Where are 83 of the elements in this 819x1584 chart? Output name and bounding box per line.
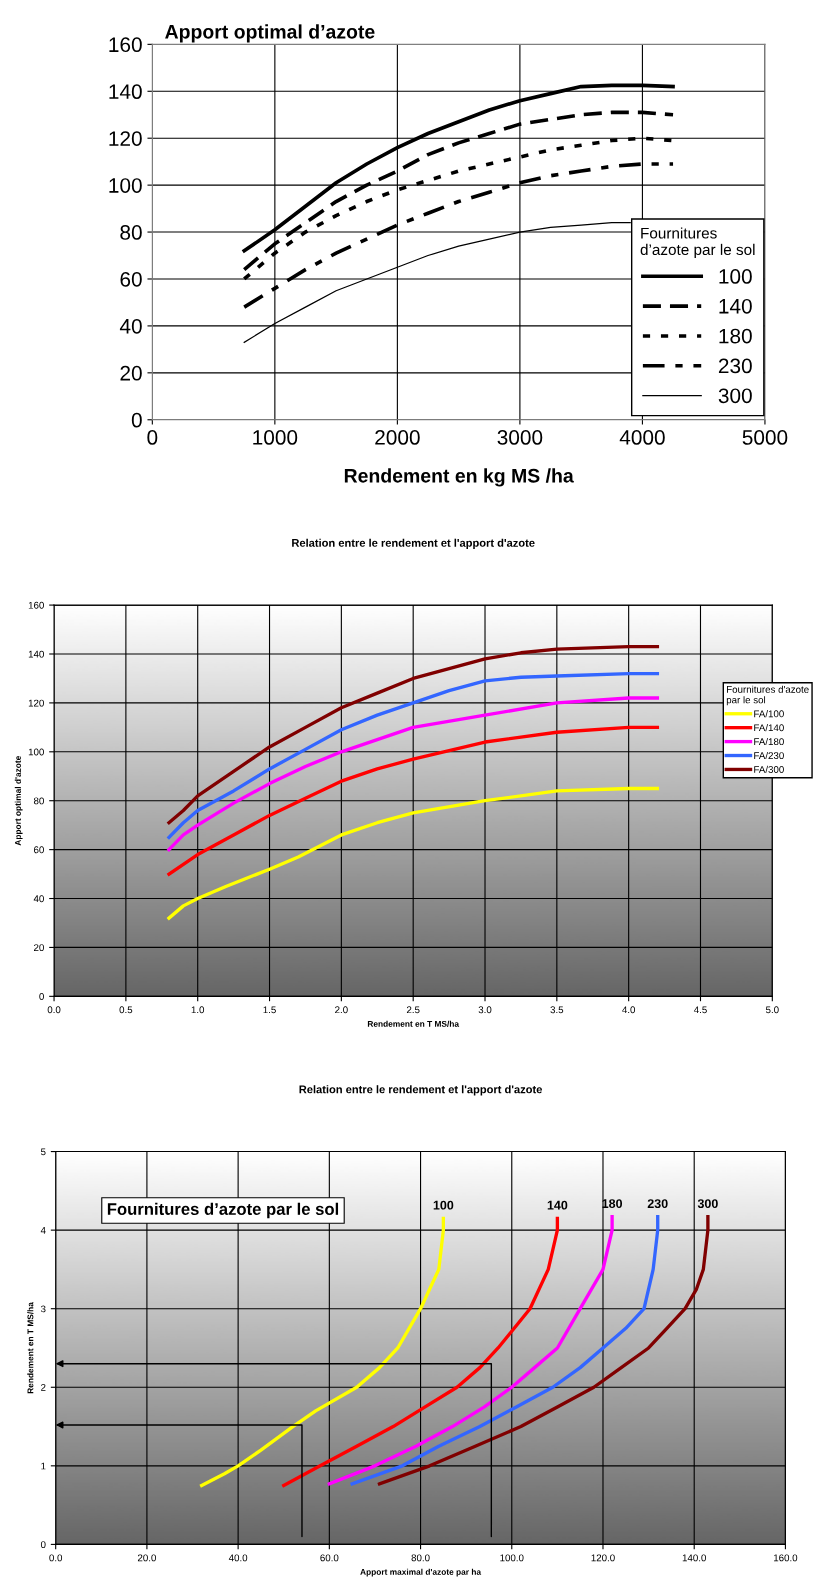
x-axis-title: Apport maximal d'azote par ha (360, 1568, 482, 1577)
chart-title: Apport optimal d’azote (165, 24, 375, 43)
y-tick-label: 40 (33, 895, 44, 903)
legend-label: 100 (719, 269, 752, 284)
y-tick-label: 2 (41, 1384, 46, 1391)
x-tick-label: 40.0 (228, 1554, 248, 1562)
series-label: 100 (433, 1200, 454, 1210)
x-tick-label: 3.5 (550, 1006, 564, 1014)
x-axis-title: Rendement en kg MS /ha (344, 468, 574, 487)
x-tick-label: 3000 (497, 430, 543, 445)
y-tick-label: 160 (28, 601, 44, 609)
annotation: Fournitures d’azote par le sol (107, 1202, 339, 1219)
series-label: 300 (697, 1199, 718, 1209)
x-tick-label: 1000 (253, 430, 298, 445)
y-tick-label: 60 (120, 271, 142, 287)
x-tick-label: 4.0 (622, 1006, 636, 1014)
legend-title: Fournitures d’azote par le sol (640, 227, 755, 259)
y-tick-label: 60 (34, 846, 44, 854)
x-tick-label: 1.5 (263, 1006, 276, 1014)
x-tick-label: 0.0 (49, 1554, 63, 1562)
x-tick-label: 120.0 (591, 1554, 615, 1562)
x-tick-label: 2.0 (335, 1006, 348, 1014)
y-tick-label: 140 (109, 84, 142, 100)
y-tick-label: 80 (33, 797, 44, 805)
y-tick-label: 140 (28, 650, 44, 658)
y-tick-label: 0 (40, 1541, 46, 1549)
x-tick-label: 0 (147, 430, 158, 445)
legend-label: FA/100 (754, 710, 784, 718)
y-tick-label: 80 (120, 225, 142, 240)
legend-label: FA/230 (754, 751, 784, 760)
x-tick-label: 5.0 (765, 1006, 779, 1014)
legend-label: 300 (718, 388, 752, 404)
x-tick-label: 0.5 (119, 1006, 133, 1014)
legend-label: 180 (719, 328, 752, 344)
x-tick-label: 140.0 (682, 1554, 706, 1562)
y-tick-label: 120 (109, 131, 142, 146)
y-tick-label: 5 (40, 1148, 46, 1156)
x-tick-label: 4.5 (693, 1006, 707, 1014)
line-series (167, 696, 660, 852)
y-axis-title: Apport optimal d'azote (14, 756, 23, 846)
x-tick-label: 0.0 (47, 1006, 61, 1014)
x-tick-label: 20.0 (137, 1554, 156, 1562)
legend-label: 230 (718, 358, 752, 374)
x-tick-label: 100.0 (500, 1554, 524, 1562)
x-tick-label: 80.0 (411, 1554, 430, 1562)
y-tick-label: 160 (109, 37, 142, 53)
x-axis-title: Rendement en T MS/ha (367, 1020, 460, 1027)
y-tick-label: 1 (41, 1462, 46, 1470)
legend-label: FA/180 (754, 737, 784, 746)
line-series (350, 1215, 660, 1486)
x-tick-label: 160.0 (774, 1554, 798, 1562)
y-axis-title: Rendement en T MS/ha (27, 1302, 34, 1394)
line-series (327, 1215, 614, 1486)
y-tick-label: 100 (28, 748, 44, 756)
line-series (167, 725, 660, 876)
line-series (377, 1215, 710, 1486)
x-tick-label: 2000 (375, 430, 420, 445)
x-tick-label: 1.0 (191, 1006, 205, 1014)
y-tick-label: 20 (34, 944, 44, 952)
chart-title: Relation entre le rendement et l'apport d'azote (292, 538, 535, 550)
y-tick-label: 20 (120, 365, 142, 381)
line-series (167, 786, 660, 920)
y-tick-label: 3 (40, 1305, 46, 1313)
x-tick-label: 2.5 (406, 1006, 420, 1014)
y-tick-label: 100 (109, 178, 142, 193)
legend-title: Fournitures d'azote par le sol (726, 685, 809, 706)
line-series (167, 671, 660, 840)
y-tick-label: 0 (39, 993, 44, 1000)
y-tick-label: 120 (28, 699, 44, 707)
x-tick-label: 5000 (742, 430, 788, 445)
series-label: 230 (647, 1199, 668, 1209)
x-tick-label: 3.0 (478, 1006, 492, 1014)
x-tick-label: 60.0 (320, 1554, 339, 1562)
line-series (167, 644, 660, 825)
legend-label: FA/300 (754, 765, 784, 773)
legend-label: 140 (719, 298, 752, 314)
y-tick-label: 40 (119, 318, 142, 334)
x-tick-label: 4000 (619, 430, 665, 445)
legend-label: FA/140 (754, 724, 784, 732)
y-tick-label: 4 (40, 1226, 46, 1234)
chart-title: Relation entre le rendement et l'apport d'azote (299, 1085, 542, 1096)
series-label: 140 (547, 1200, 568, 1210)
y-tick-label: 0 (131, 412, 142, 428)
